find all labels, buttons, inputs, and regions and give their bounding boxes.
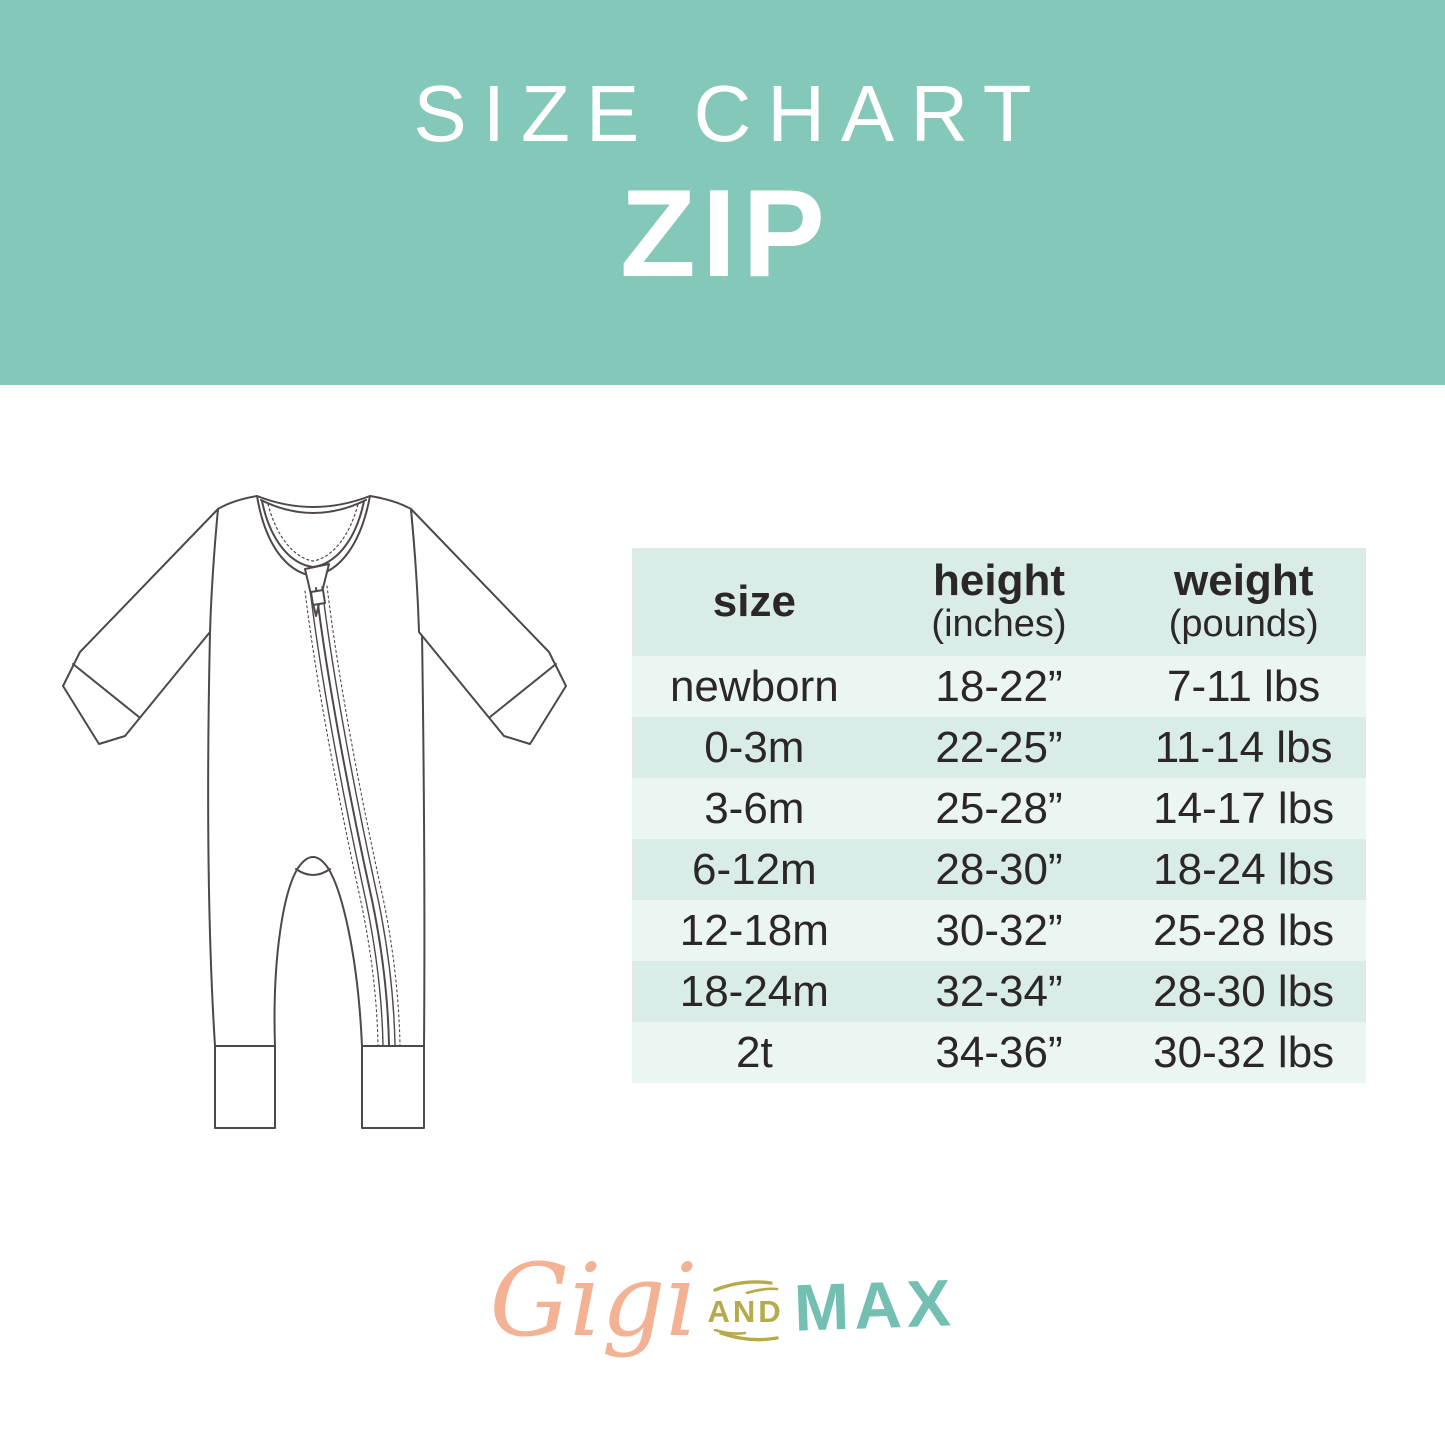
logo-and-text: AND [707, 1293, 784, 1329]
romper-right-cuff-seam [489, 663, 557, 718]
cell-weight: 18-24 lbs [1153, 844, 1335, 894]
cell-height: 22-25” [935, 722, 1063, 772]
romper-left-cuff-seam [72, 663, 140, 718]
logo-gigi-text: Gigi [489, 1242, 698, 1359]
cell-weight: 7-11 lbs [1167, 661, 1321, 711]
romper-right-leg-cuff [361, 1045, 425, 1129]
zipper-tape-left [309, 588, 384, 1046]
romper-back-collar [256, 495, 371, 508]
romper-illustration [62, 495, 567, 1129]
cell-size: newborn [669, 661, 839, 711]
cell-height: 18-22” [935, 661, 1063, 711]
zipper-stitch-left [304, 590, 379, 1046]
size-table: size height (inches) weight (pounds) new… [632, 548, 1366, 1083]
table-row: 0-3m 22-25” 11-14 lbs [632, 717, 1366, 778]
cell-weight: 14-17 lbs [1153, 783, 1335, 833]
cell-weight: 28-30 lbs [1153, 966, 1335, 1016]
table-row: newborn 18-22” 7-11 lbs [632, 656, 1366, 717]
logo-flourish-top-icon [712, 1279, 778, 1294]
col-header-size: size [712, 576, 796, 626]
page-title: SIZE CHART [413, 69, 1048, 158]
romper-crotch-seam [295, 868, 331, 876]
table-row: 12-18m 30-32” 25-28 lbs [632, 900, 1366, 961]
table-header-row: size height (inches) weight (pounds) [632, 548, 1366, 656]
table-row: 18-24m 32-34” 28-30 lbs [632, 961, 1366, 1022]
title-band: SIZE CHART ZIP [0, 0, 1445, 385]
logo-and-block: AND [708, 1276, 784, 1347]
cell-size: 6-12m [691, 844, 817, 894]
table-row: 3-6m 25-28” 14-17 lbs [632, 778, 1366, 839]
col-header-height: height (inches) [931, 556, 1067, 646]
romper-collar-stitch [267, 503, 359, 562]
cell-size: 3-6m [704, 783, 805, 833]
cell-height: 30-32” [935, 905, 1063, 955]
romper-back-collar-inner [260, 499, 367, 514]
zipper-stitch-right [326, 585, 401, 1046]
romper-left-sleeve [62, 508, 219, 745]
cell-height: 25-28” [935, 783, 1063, 833]
cell-size: 12-18m [679, 905, 829, 955]
cell-height: 34-36” [935, 1027, 1063, 1077]
col-header-weight: weight (pounds) [1168, 556, 1319, 646]
cell-height: 32-34” [935, 966, 1063, 1016]
page-subtitle: ZIP [620, 165, 831, 303]
zipper-center-line [315, 587, 390, 1046]
cell-size: 18-24m [679, 966, 829, 1016]
table-row: 2t 34-36” 30-32 lbs [632, 1022, 1366, 1083]
zipper-slider [310, 589, 326, 606]
brand-logo: Gigi AND MAX [0, 1228, 1445, 1378]
cell-weight: 25-28 lbs [1153, 905, 1335, 955]
logo-max-text: MAX [792, 1265, 957, 1345]
table-row: 6-12m 28-30” 18-24 lbs [632, 839, 1366, 900]
logo-flourish-bottom-icon [713, 1328, 779, 1341]
cell-weight: 11-14 lbs [1154, 722, 1333, 772]
romper-right-sleeve [410, 508, 567, 745]
zipper-tape-right [321, 586, 396, 1046]
cell-height: 28-30” [935, 844, 1063, 894]
cell-size: 2t [735, 1027, 773, 1077]
cell-size: 0-3m [704, 722, 805, 772]
cell-weight: 30-32 lbs [1153, 1027, 1335, 1077]
romper-left-leg-cuff [214, 1045, 276, 1129]
